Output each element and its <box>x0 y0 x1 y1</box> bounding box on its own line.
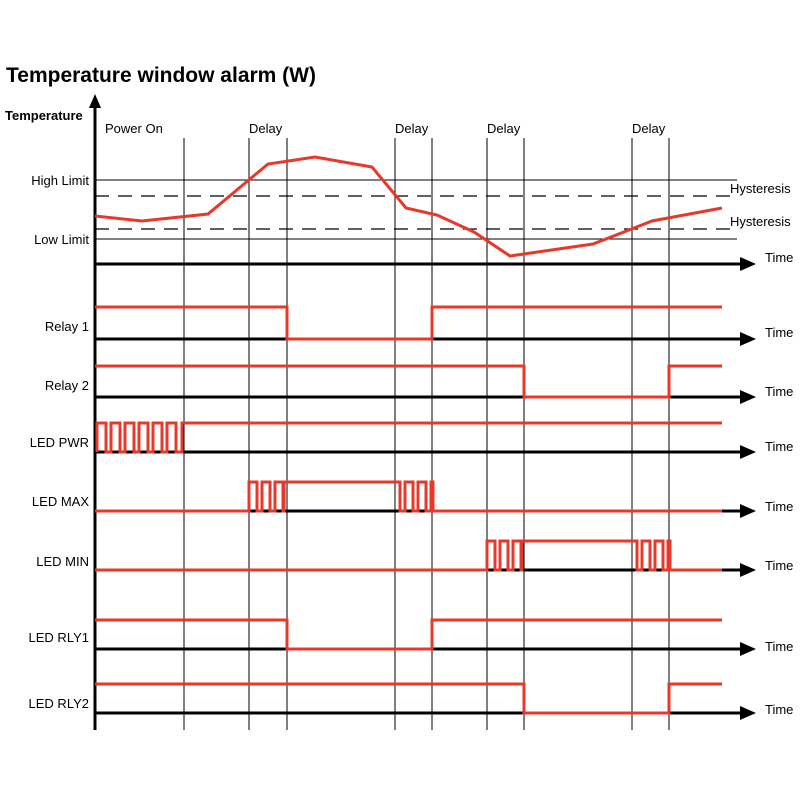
event-lines <box>183 138 670 730</box>
time-axis-arrow <box>740 504 756 518</box>
diagram-title: Temperature window alarm (W) <box>6 64 316 87</box>
relay-1-signal <box>95 305 722 341</box>
time-axis-arrow <box>740 706 756 720</box>
marker-label: Power On <box>105 121 163 136</box>
marker-label: Delay <box>487 121 521 136</box>
signal-label: LED MIN <box>36 554 89 569</box>
marker-label: Delay <box>249 121 283 136</box>
y-axis-label: Temperature <box>5 108 83 123</box>
time-label: Time <box>765 702 793 717</box>
time-label: Time <box>765 384 793 399</box>
time-axis-arrows <box>740 257 756 720</box>
time-label: Time <box>765 499 793 514</box>
marker-label: Delay <box>632 121 666 136</box>
signal-label: LED PWR <box>30 435 89 450</box>
time-axis-arrow <box>740 445 756 459</box>
led-rly2-signal <box>95 682 722 715</box>
signal-traces <box>94 155 723 715</box>
marker-label: Delay <box>395 121 429 136</box>
temperature-curve <box>94 155 723 258</box>
led-max-signal <box>95 480 722 513</box>
signal-label: LED RLY1 <box>29 630 89 645</box>
led-rly1-signal <box>95 618 722 651</box>
time-axis-arrow <box>740 642 756 656</box>
high-limit-label: High Limit <box>31 173 89 188</box>
time-axis-arrow <box>740 257 756 271</box>
y-axis-arrow <box>89 94 101 108</box>
time-label: Time <box>765 439 793 454</box>
time-label: Time <box>765 250 793 265</box>
time-axis-arrow <box>740 563 756 577</box>
led-pwr-signal <box>95 421 722 454</box>
time-label: Time <box>765 639 793 654</box>
time-axis-arrow <box>740 332 756 346</box>
time-label: Time <box>765 325 793 340</box>
signal-label: Relay 1 <box>45 319 89 334</box>
time-label: Time <box>765 558 793 573</box>
signal-label: LED MAX <box>32 494 89 509</box>
hysteresis-label: Hysteresis <box>730 214 791 229</box>
low-limit-label: Low Limit <box>34 232 89 247</box>
hysteresis-label: Hysteresis <box>730 181 791 196</box>
signal-label: Relay 2 <box>45 378 89 393</box>
relay-2-signal <box>95 364 722 399</box>
signal-label: LED RLY2 <box>29 696 89 711</box>
time-axis-arrow <box>740 390 756 404</box>
led-min-signal <box>95 539 722 572</box>
